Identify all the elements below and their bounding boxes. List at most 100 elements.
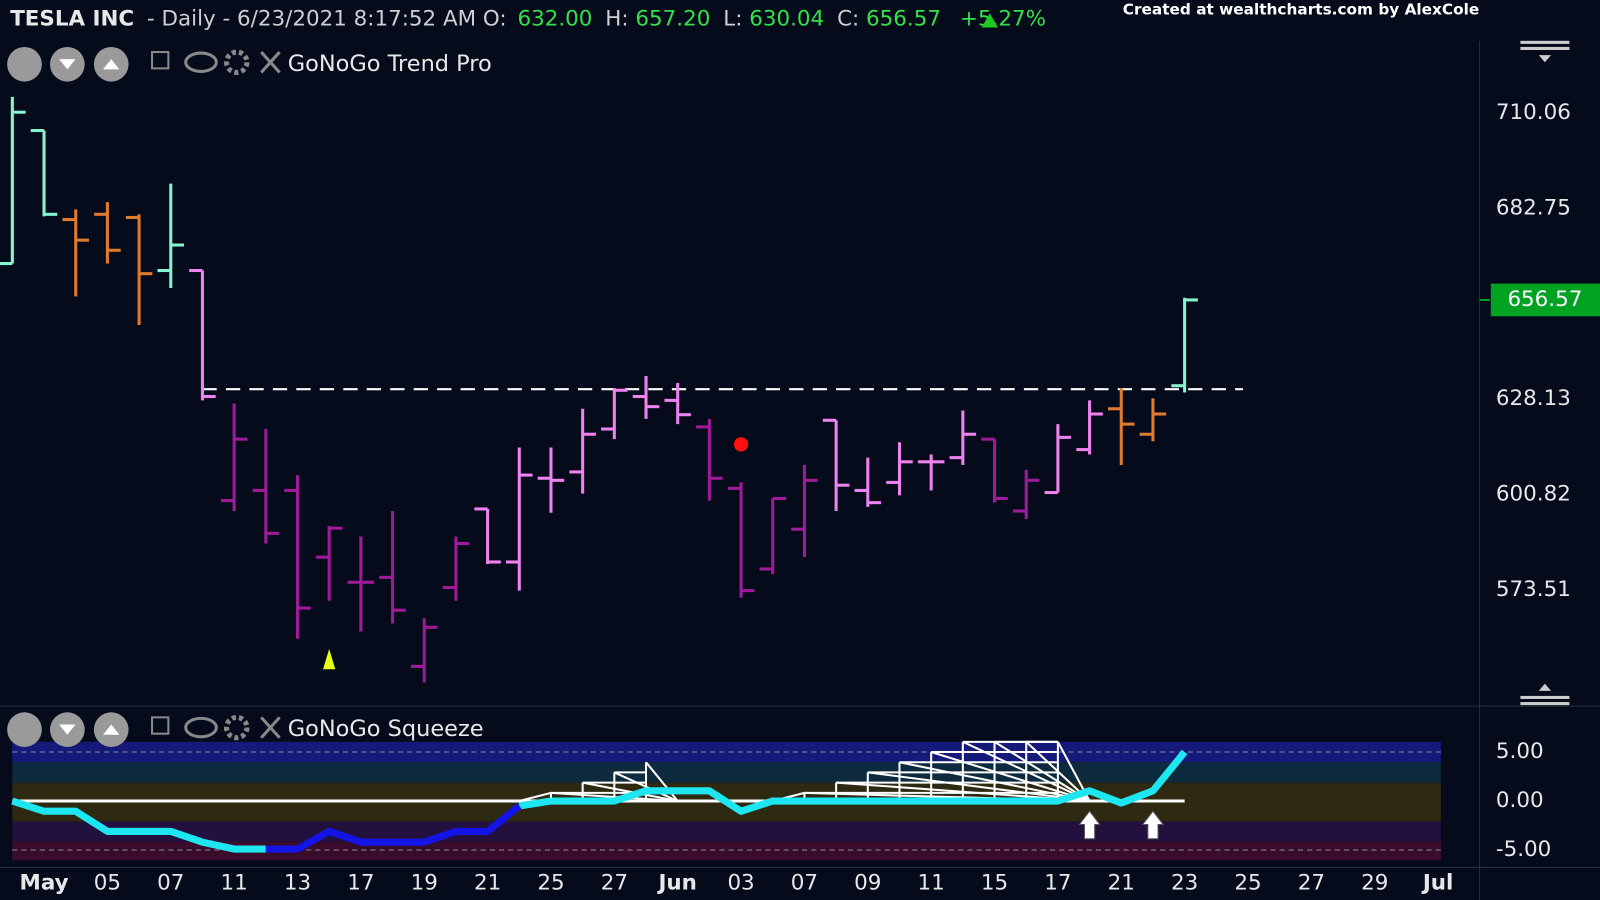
- squeeze-arrow: [1078, 810, 1101, 840]
- y-tick-label: 600.82: [1496, 482, 1571, 507]
- ohlc-bar: [157, 183, 185, 288]
- ohlc-bar: [442, 536, 470, 601]
- squeeze-bands: [12, 741, 1441, 861]
- ohlc-bar: [981, 437, 1008, 503]
- ohlc-bar: [410, 618, 438, 683]
- ohlc-bar: [696, 418, 723, 501]
- y-tick-label: -5.00: [1496, 837, 1551, 862]
- eye-button[interactable]: [184, 716, 218, 739]
- x-tick-label: 11: [918, 871, 945, 896]
- up-icon: [103, 724, 120, 735]
- open: 632.00: [517, 6, 592, 31]
- y-tick-label: 573.51: [1496, 577, 1571, 602]
- x-tick-label: 21: [474, 871, 501, 896]
- ohlc-bar: [379, 511, 406, 624]
- ohlc-bar: [632, 375, 660, 419]
- signal-dot: [733, 437, 749, 452]
- x-tick-label: 17: [347, 871, 374, 896]
- header: TESLA INC - Daily - 6/23/2021 8:17:52 AM…: [10, 6, 1046, 31]
- ohlc-bar: [62, 209, 89, 297]
- ohlc-bar: [1012, 469, 1040, 520]
- low: 630.04: [749, 6, 824, 31]
- ohlc-bar: [1107, 388, 1135, 465]
- x-tick-label: 23: [1171, 871, 1198, 896]
- ohlc-bar: [886, 442, 913, 496]
- ohlc-bar: [315, 526, 343, 601]
- ohlc-bar: [252, 429, 280, 544]
- squeeze-grid: [930, 751, 1090, 802]
- expand-button[interactable]: [7, 712, 42, 747]
- menu-icon-2[interactable]: [1520, 683, 1570, 706]
- ohlc-bar: [220, 403, 248, 512]
- squeeze-arrow: [1141, 810, 1165, 840]
- settings-button[interactable]: [223, 49, 250, 75]
- ohlc-bar: [94, 202, 121, 264]
- ohlc-bar: [506, 447, 533, 591]
- up-icon: [981, 13, 998, 28]
- minimize-button[interactable]: [151, 716, 170, 735]
- ohlc-bar: [664, 382, 691, 425]
- ohlc-bar: [759, 496, 787, 575]
- change: +5.27%: [960, 6, 1046, 31]
- ohlc-bar: [822, 418, 850, 512]
- squeeze-line: [265, 803, 522, 853]
- x-tick-label: 27: [1298, 871, 1325, 896]
- y-tick-label: 682.75: [1496, 196, 1571, 221]
- ohlc-bar: [1076, 400, 1103, 455]
- toolbar: GoNoGo Squeeze: [7, 712, 484, 747]
- indicator-title: GoNoGo Trend Pro: [288, 51, 492, 77]
- last-price-box: [1490, 283, 1600, 317]
- info: - Daily - 6/23/2021 8:17:52 AM O:: [147, 6, 507, 31]
- down-icon: [59, 724, 76, 735]
- x-tick-label: 13: [284, 871, 311, 896]
- ohlc-bar: [854, 457, 882, 507]
- ohlc-bar: [917, 454, 945, 491]
- high-label: H:: [605, 6, 628, 31]
- ohlc-bar: [601, 388, 628, 440]
- close-button[interactable]: [260, 716, 281, 739]
- close-button[interactable]: [260, 51, 281, 74]
- x-tick-label: 17: [1044, 871, 1071, 896]
- ohlc-bar: [727, 482, 755, 598]
- squeeze-grid: [582, 781, 678, 803]
- squeeze-grid: [645, 761, 679, 802]
- close-label: C:: [837, 6, 859, 31]
- eye-button[interactable]: [184, 51, 218, 73]
- signal-triangle: [323, 648, 336, 670]
- x-tick-label: 27: [601, 871, 628, 896]
- x-tick-label: 05: [94, 871, 121, 896]
- x-tick-label: 07: [791, 871, 818, 896]
- menu-icon[interactable]: [1520, 40, 1570, 63]
- ohlc-bar: [474, 507, 501, 565]
- down-icon: [59, 59, 76, 70]
- x-tick-label: 19: [411, 871, 438, 896]
- x-tick-label: 11: [221, 871, 248, 896]
- ohlc-bar: [189, 268, 216, 401]
- squeeze-grid: [867, 771, 1090, 803]
- credit: Created at wealthcharts.com by AlexCole: [1123, 1, 1479, 19]
- x-tick-label: 25: [537, 871, 564, 896]
- x-tick-label: 25: [1234, 871, 1261, 896]
- x-tick-label: 15: [981, 871, 1008, 896]
- settings-button[interactable]: [223, 714, 250, 741]
- minimize-button[interactable]: [151, 51, 170, 70]
- high: 657.20: [635, 6, 710, 31]
- x-tick-label: Jul: [1421, 871, 1454, 896]
- squeeze-line: [11, 749, 1188, 853]
- ohlc-bar: [347, 536, 375, 632]
- ohlc-bar: [30, 129, 58, 217]
- expand-button[interactable]: [7, 46, 42, 82]
- toolbar: GoNoGo Trend Pro: [7, 46, 492, 82]
- x-tick-label: 09: [854, 871, 881, 896]
- last-price-label: 656.57: [1507, 287, 1582, 312]
- ohlc-bar: [949, 410, 977, 465]
- x-tick-label: 07: [157, 871, 184, 896]
- ohlc-bar: [125, 214, 153, 325]
- y-tick-label: 628.13: [1496, 386, 1571, 411]
- ohlc-bar: [0, 96, 26, 266]
- x-tick-label: Jun: [656, 871, 696, 896]
- x-tick-label: 21: [1108, 871, 1135, 896]
- y-tick-label: 5.00: [1496, 739, 1544, 764]
- x-tick-label: 03: [727, 871, 754, 896]
- symbol: TESLA INC: [10, 6, 134, 31]
